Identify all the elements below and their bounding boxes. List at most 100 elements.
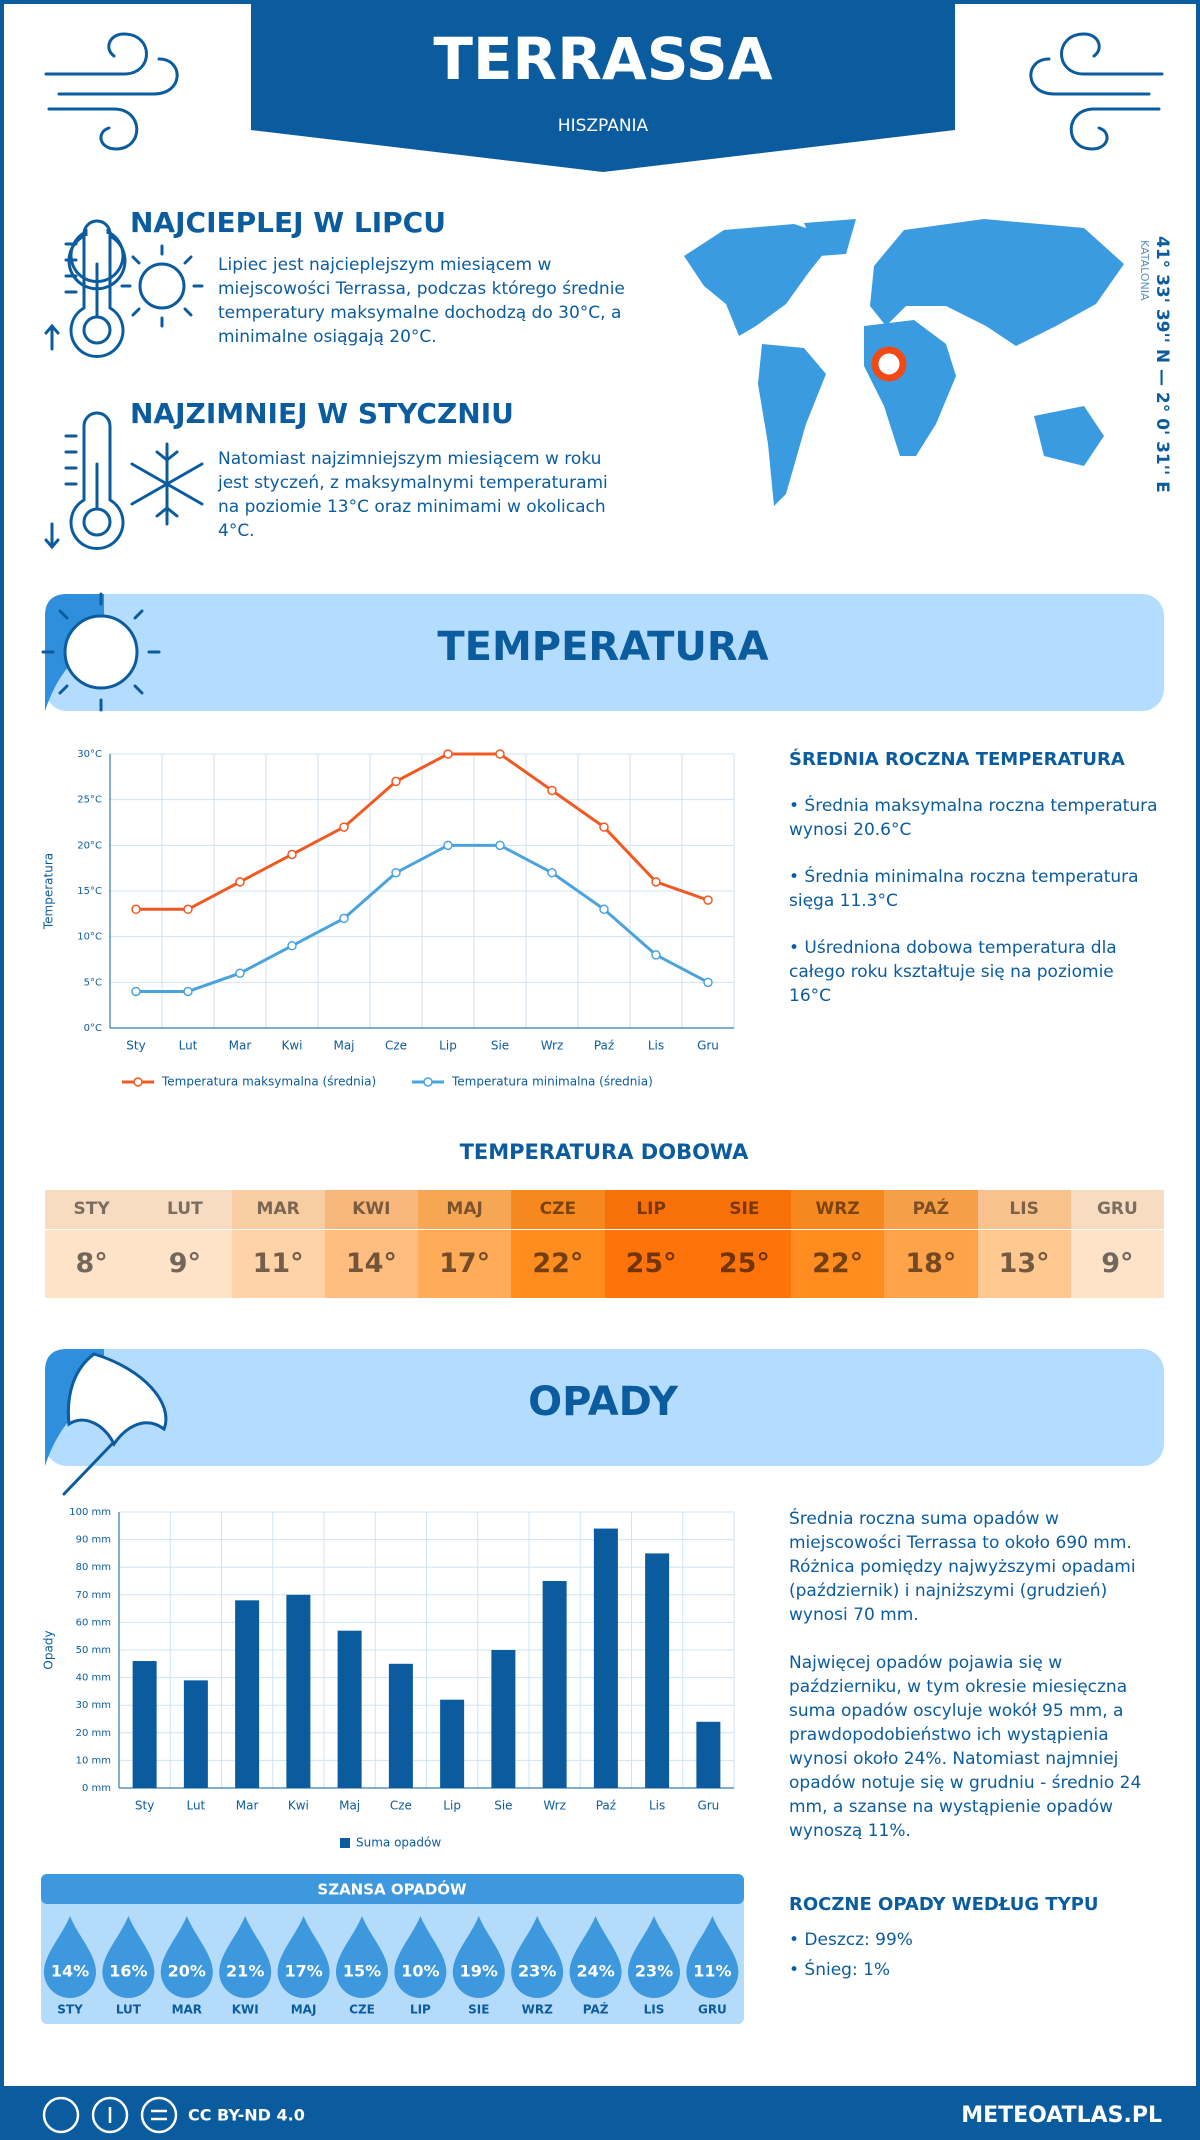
y-tick-label: 50 mm: [76, 1645, 111, 1656]
month-header: WRZ: [791, 1190, 885, 1229]
point: [131, 904, 141, 915]
x-tick-label: Sie: [491, 1039, 509, 1053]
y-tick-label: 30°C: [77, 749, 102, 760]
bullet: • Średnia maksymalna roczna temperatura …: [789, 796, 1158, 840]
point: [651, 950, 661, 960]
section-heading: NAJCIEPLEJ W LIPCU: [130, 206, 446, 239]
summary-title: ROCZNE OPADY WEDŁUG TYPU: [789, 1894, 1099, 1915]
y-tick-label: 20°C: [77, 840, 102, 851]
chance-value: 23%: [518, 1962, 556, 1981]
chance-value: 24%: [576, 1962, 614, 1981]
x-tick-label: Wrz: [541, 1039, 564, 1053]
chance-title: SZANSA OPADÓW: [317, 1880, 467, 1899]
chance-month: LIP: [410, 2003, 431, 2017]
chance-value: 15%: [343, 1962, 381, 1981]
month-header: GRU: [1070, 1190, 1164, 1229]
point: [339, 913, 349, 924]
point: [547, 785, 557, 796]
y-tick-label: 60 mm: [76, 1617, 111, 1628]
point: [599, 904, 609, 915]
y-tick-label: 90 mm: [76, 1535, 111, 1546]
x-tick-label: Lut: [186, 1799, 205, 1813]
point: [547, 867, 557, 878]
x-tick-label: Lut: [179, 1039, 198, 1053]
section-banner: [45, 1349, 1164, 1466]
chance-month: PAŹ: [583, 2002, 609, 2017]
location-marker: [871, 346, 907, 382]
x-tick-label: Paź: [596, 1799, 616, 1813]
section-banner: [45, 594, 1164, 711]
temperature-cell: 25°: [604, 1230, 698, 1298]
chance-value: 10%: [401, 1962, 439, 1981]
month-header: MAJ: [418, 1190, 512, 1229]
graphics: SZANSA OPADÓW CC BY-ND 4.0 METEOATLAS.PL…: [4, 4, 1196, 2136]
month-header: KWI: [324, 1190, 418, 1229]
y-tick-label: 25°C: [77, 795, 102, 806]
site-name: METEOATLAS.PL: [961, 2103, 1162, 2128]
rain-drop: [452, 1916, 505, 1999]
rain-drop: [628, 1916, 680, 1998]
paragraph: Najwięcej opadów pojawia się w październ…: [789, 1653, 1142, 1841]
temperature-cell: 22°: [791, 1230, 885, 1298]
chance-value: 21%: [226, 1962, 264, 1981]
x-tick-label: Gru: [697, 1039, 719, 1053]
legend-label: Suma opadów: [356, 1836, 441, 1850]
chance-month: MAR: [172, 2003, 202, 2017]
license-icons: [42, 2096, 178, 2134]
legend-label: Temperatura minimalna (średnia): [451, 1075, 653, 1089]
y-tick-label: 100 mm: [69, 1507, 111, 1518]
rain-drop: [686, 1916, 739, 1999]
month-header: LUT: [138, 1190, 232, 1229]
sun-icon: [41, 592, 161, 712]
x-tick-label: Paź: [594, 1039, 614, 1053]
y-axis-label: Opady: [42, 1630, 56, 1669]
y-axis-label: Temperatura: [42, 853, 56, 930]
chance-box: [41, 1874, 744, 2024]
chance-header: [41, 1874, 744, 1904]
series-line: [136, 752, 709, 911]
temperature-cell: 9°: [138, 1230, 232, 1298]
chance-month: SIE: [468, 2003, 489, 2017]
month-header: LIP: [604, 1190, 698, 1229]
chance-value: 14%: [51, 1962, 89, 1981]
rain-drop: [511, 1916, 564, 1999]
bar: [183, 1680, 208, 1788]
chance-value: 17%: [284, 1962, 322, 1981]
point: [443, 840, 453, 851]
point: [183, 986, 193, 997]
paragraph: Natomiast najzimniejszym miesiącem w rok…: [218, 449, 608, 541]
x-tick-label: Mar: [236, 1799, 259, 1813]
x-tick-label: Cze: [390, 1799, 412, 1813]
chance-month: GRU: [698, 2003, 727, 2017]
point: [391, 867, 401, 878]
page-subtitle: HISZPANIA: [557, 116, 649, 136]
point: [339, 822, 349, 832]
section-heading: NAJZIMNIEJ W STYCZNIU: [130, 397, 514, 430]
point: [235, 968, 245, 978]
chance-month: LIS: [644, 2003, 665, 2017]
x-tick-label: Lip: [439, 1039, 457, 1053]
rain-drop: [394, 1916, 447, 1999]
section-title: OPADY: [528, 1379, 678, 1425]
section-title: TEMPERATURA: [437, 624, 769, 670]
legend-swatch: [340, 1838, 350, 1848]
world-map: [684, 219, 1124, 506]
rain-drop: [102, 1916, 155, 1999]
wind-icon: [44, 32, 1164, 151]
temperature-cell: 8°: [45, 1230, 139, 1298]
point: [703, 977, 713, 988]
header-banner: [251, 4, 955, 172]
x-tick-label: Sie: [494, 1799, 512, 1813]
point: [495, 749, 505, 759]
region: KATALONIA: [1138, 240, 1151, 301]
legend-marker: [423, 1077, 433, 1087]
chance-month: CZE: [349, 2003, 375, 2017]
temperature-cell: 18°: [884, 1230, 978, 1298]
chance-value: 19%: [460, 1962, 498, 1981]
y-tick-label: 20 mm: [76, 1728, 111, 1739]
x-tick-label: Lip: [443, 1799, 461, 1813]
temperature-cell: 11°: [231, 1230, 325, 1298]
legend-label: Temperatura maksymalna (średnia): [161, 1075, 376, 1089]
y-tick-label: 10°C: [77, 932, 102, 943]
y-tick-label: 40 mm: [76, 1673, 111, 1684]
